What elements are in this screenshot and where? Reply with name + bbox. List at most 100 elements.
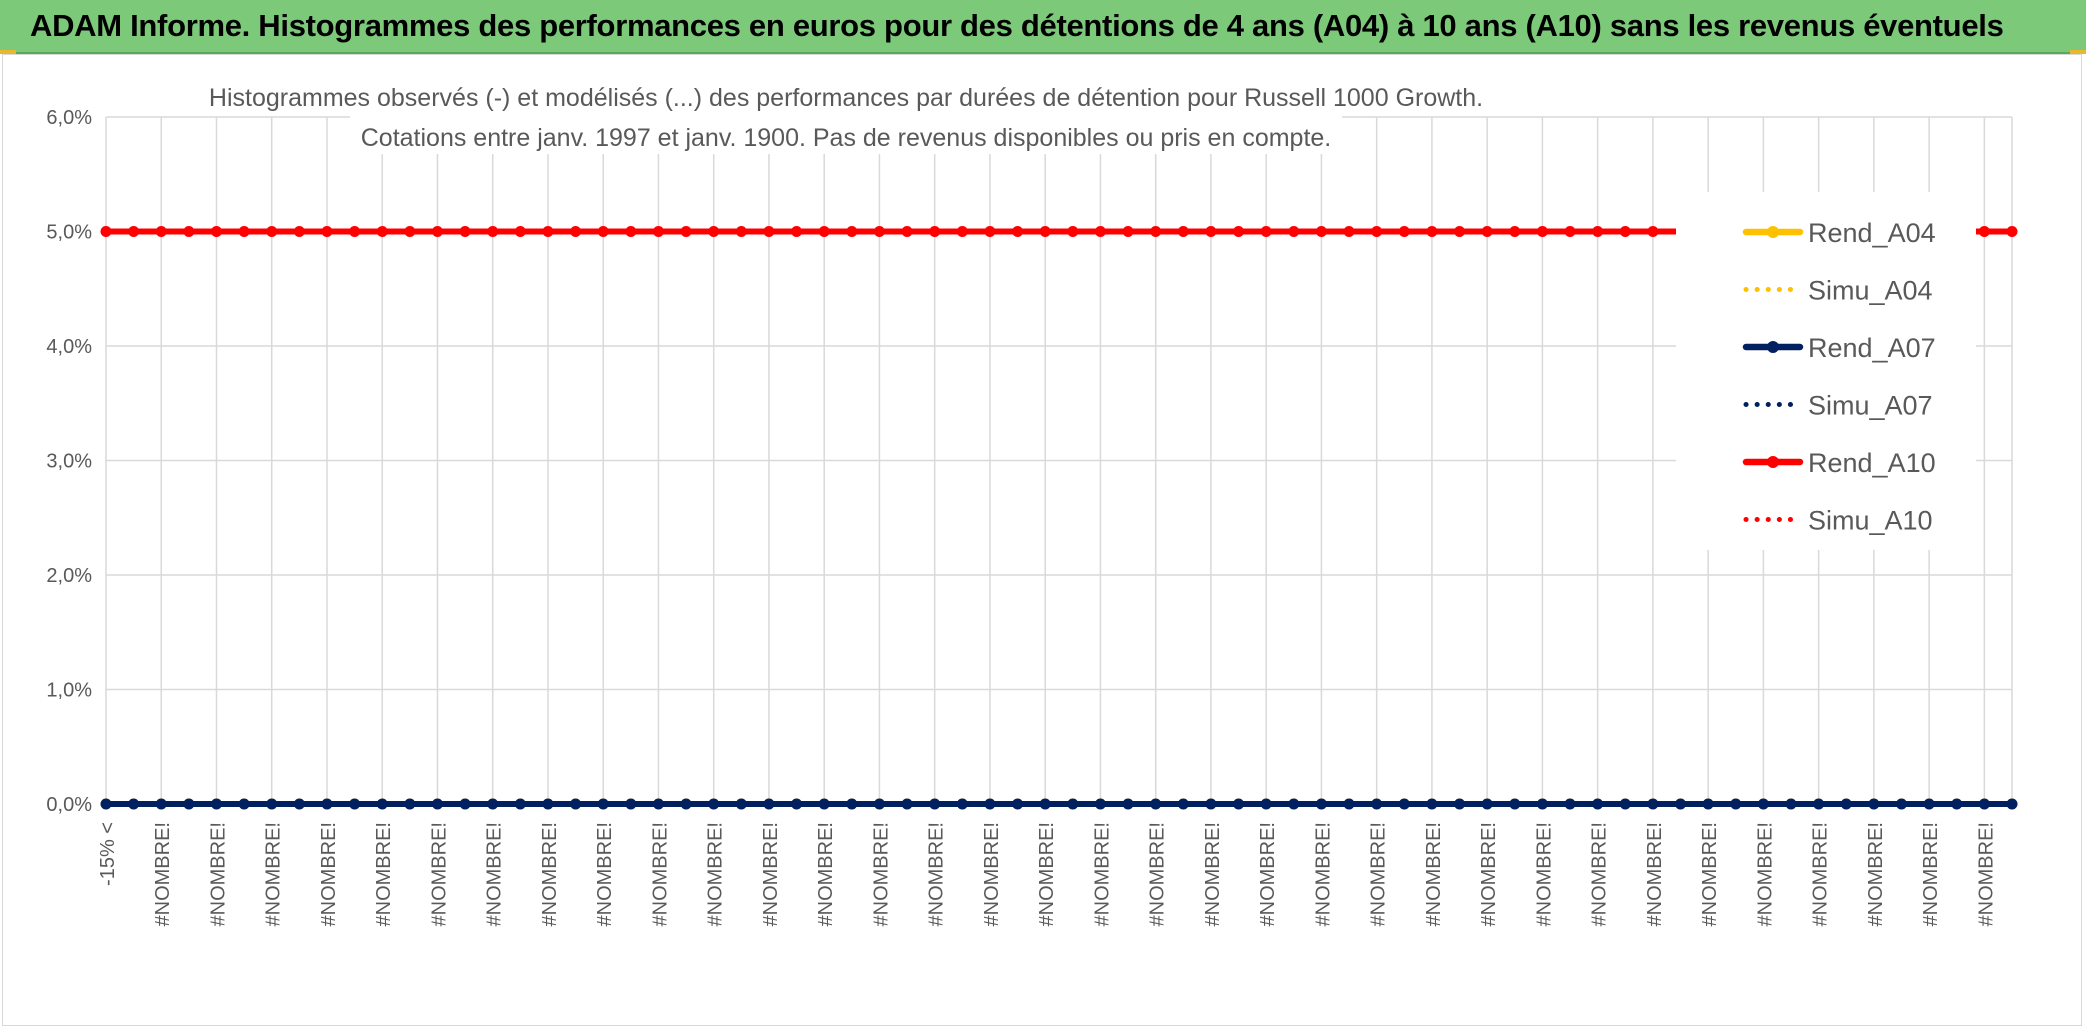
data-point [1536, 798, 1548, 810]
data-point [1233, 226, 1245, 237]
data-point [791, 798, 803, 810]
data-point [1564, 798, 1576, 810]
data-point [1426, 226, 1438, 237]
corner-mark-left [0, 50, 16, 54]
data-point [514, 798, 526, 810]
legend-marker [1767, 226, 1779, 238]
x-tick-label: #NOMBRE! [539, 822, 561, 926]
legend-label: Simu_A10 [1808, 506, 1933, 536]
legend-label: Simu_A07 [1808, 391, 1933, 421]
chart-title-line: Cotations entre janv. 1997 et janv. 1900… [361, 124, 1332, 152]
data-point [901, 798, 913, 810]
x-tick-label: #NOMBRE! [1423, 822, 1445, 926]
data-point [1619, 798, 1631, 810]
y-tick-label: 4,0% [46, 336, 92, 358]
data-point [956, 226, 968, 237]
data-point [155, 798, 167, 810]
title-backing [350, 114, 1342, 154]
data-point [487, 798, 499, 810]
data-point [1398, 798, 1410, 810]
data-point [349, 226, 361, 237]
x-tick-label: #NOMBRE! [870, 822, 892, 926]
x-tick-label: #NOMBRE! [318, 822, 340, 926]
data-point [1233, 798, 1245, 810]
x-tick-label: #NOMBRE! [1147, 822, 1169, 926]
data-point [1371, 798, 1383, 810]
data-point [1675, 798, 1687, 810]
chart-frame [2, 54, 2082, 1026]
data-point [901, 226, 913, 237]
x-tick-label: -15% < [97, 822, 119, 886]
x-tick-label: #NOMBRE! [1036, 822, 1058, 926]
data-point [238, 798, 250, 810]
data-point [321, 798, 333, 810]
data-point [1067, 226, 1079, 237]
data-point [1785, 798, 1797, 810]
data-point [597, 798, 609, 810]
data-point [873, 226, 885, 237]
x-tick-label: #NOMBRE! [263, 822, 285, 926]
data-point [1481, 798, 1493, 810]
data-point [1813, 798, 1825, 810]
data-point [266, 798, 278, 810]
data-point [100, 798, 112, 810]
x-tick-label: #NOMBRE! [1202, 822, 1224, 926]
x-tick-label: #NOMBRE! [705, 822, 727, 926]
data-point [929, 798, 941, 810]
data-point [1454, 798, 1466, 810]
data-point [873, 798, 885, 810]
data-point [846, 798, 858, 810]
data-point [929, 226, 941, 237]
data-point [1951, 798, 1963, 810]
data-point [1150, 226, 1162, 237]
data-point [763, 798, 775, 810]
data-point [404, 226, 416, 237]
data-point [846, 226, 858, 237]
x-tick-label: #NOMBRE! [649, 822, 671, 926]
data-point [1509, 798, 1521, 810]
x-tick-label: #NOMBRE! [484, 822, 506, 926]
x-tick-label: #NOMBRE! [1920, 822, 1942, 926]
legend-label: Simu_A04 [1808, 276, 1933, 306]
data-point [652, 798, 664, 810]
data-point [680, 798, 692, 810]
data-point [1481, 226, 1493, 237]
x-tick-label: #NOMBRE! [1754, 822, 1776, 926]
data-point [1730, 798, 1742, 810]
legend-marker [1767, 341, 1779, 353]
y-tick-label: 3,0% [46, 451, 92, 473]
y-tick-label: 6,0% [46, 107, 92, 129]
data-point [2006, 798, 2018, 810]
data-point [1205, 798, 1217, 810]
data-point [1592, 226, 1604, 237]
data-point [1536, 226, 1548, 237]
data-point [818, 226, 830, 237]
data-point [735, 226, 747, 237]
data-point [708, 226, 720, 237]
data-point [1205, 226, 1217, 237]
data-point [376, 798, 388, 810]
data-point [1343, 226, 1355, 237]
data-point [349, 798, 361, 810]
data-point [1094, 226, 1106, 237]
header-bar: ADAM Informe. Histogrammes des performan… [0, 0, 2086, 54]
legend-label: Rend_A10 [1808, 448, 1936, 478]
data-point [735, 798, 747, 810]
legend-label: Rend_A04 [1808, 218, 1936, 248]
x-tick-label: #NOMBRE! [1865, 822, 1887, 926]
x-tick-label: #NOMBRE! [1312, 822, 1334, 926]
data-point [1260, 798, 1272, 810]
data-point [210, 226, 222, 237]
data-point [597, 226, 609, 237]
x-tick-label: #NOMBRE! [1533, 822, 1555, 926]
x-tick-label: #NOMBRE! [373, 822, 395, 926]
data-point [321, 226, 333, 237]
data-point [431, 798, 443, 810]
data-point [1923, 798, 1935, 810]
data-point [293, 798, 305, 810]
data-point [1067, 798, 1079, 810]
corner-mark-right [2070, 50, 2086, 54]
x-axis: -15% < #NOMBRE! #NOMBRE! #NOMBRE! #NOMBRE! #N… [97, 822, 1997, 926]
data-point [1012, 798, 1024, 810]
data-point [1564, 226, 1576, 237]
